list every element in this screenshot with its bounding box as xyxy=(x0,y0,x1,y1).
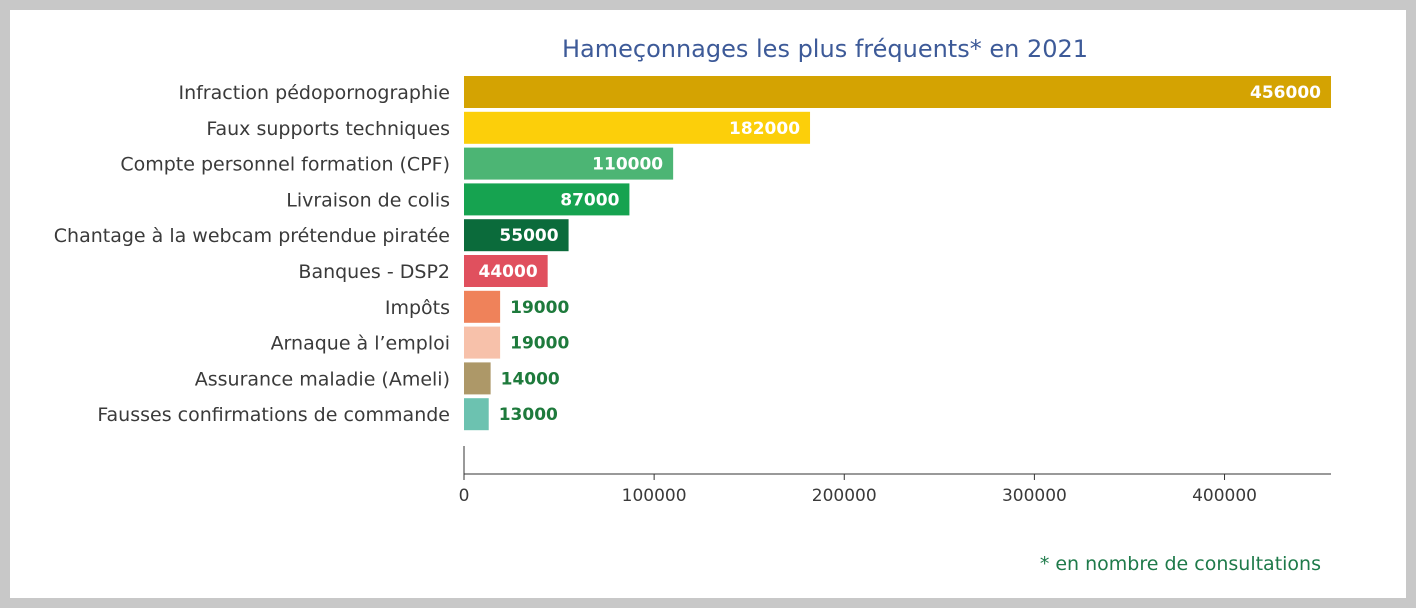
value-label: 14000 xyxy=(501,369,560,389)
category-label: Fausses confirmations de commande xyxy=(97,404,450,426)
value-label: 182000 xyxy=(729,119,800,139)
value-label: 19000 xyxy=(510,298,569,318)
category-label: Assurance maladie (Ameli) xyxy=(195,368,450,390)
category-label: Arnaque à l’emploi xyxy=(271,333,450,355)
bar-7 xyxy=(464,290,501,323)
category-label: Infraction pédopornographie xyxy=(178,82,450,104)
value-label: 110000 xyxy=(592,155,663,175)
x-axis: 0 100000 200000 300000 400000 xyxy=(459,446,1331,506)
value-label: 13000 xyxy=(499,405,558,425)
bar-5 xyxy=(464,219,569,252)
x-tick-label: 100000 xyxy=(622,486,687,506)
bar-9 xyxy=(464,362,491,395)
x-tick-label: 300000 xyxy=(1002,486,1067,506)
category-label: Chantage à la webcam prétendue piratée xyxy=(54,225,450,247)
category-label: Livraison de colis xyxy=(286,189,450,211)
bar-10 xyxy=(464,398,489,431)
category-label: Faux supports techniques xyxy=(206,118,450,140)
bar-1 xyxy=(464,76,1331,108)
chart-frame: Hameçonnages les plus fréquents* en 2021… xyxy=(10,10,1406,598)
x-tick-label: 200000 xyxy=(812,486,877,506)
x-tick-label: 0 xyxy=(459,486,470,506)
bar-3 xyxy=(464,147,674,180)
value-label: 55000 xyxy=(499,226,558,246)
value-label: 19000 xyxy=(510,334,569,354)
value-label: 44000 xyxy=(479,262,538,282)
category-labels: Infraction pédopornographie Faux supports… xyxy=(54,82,450,426)
chart-title: Hameçonnages les plus fréquents* en 2021 xyxy=(562,35,1088,63)
bar-2 xyxy=(464,111,811,144)
bar-6 xyxy=(464,255,548,287)
category-label: Impôts xyxy=(385,297,450,319)
category-label: Compte personnel formation (CPF) xyxy=(120,154,450,176)
bar-8 xyxy=(464,326,501,359)
x-tick-label: 400000 xyxy=(1192,486,1257,506)
footnote: * en nombre de consultations xyxy=(1040,553,1321,575)
bar-chart: Hameçonnages les plus fréquents* en 2021… xyxy=(54,35,1331,575)
value-label: 456000 xyxy=(1250,83,1321,103)
category-label: Banques - DSP2 xyxy=(298,261,450,283)
bar-4 xyxy=(464,183,630,216)
value-label: 87000 xyxy=(560,190,619,210)
